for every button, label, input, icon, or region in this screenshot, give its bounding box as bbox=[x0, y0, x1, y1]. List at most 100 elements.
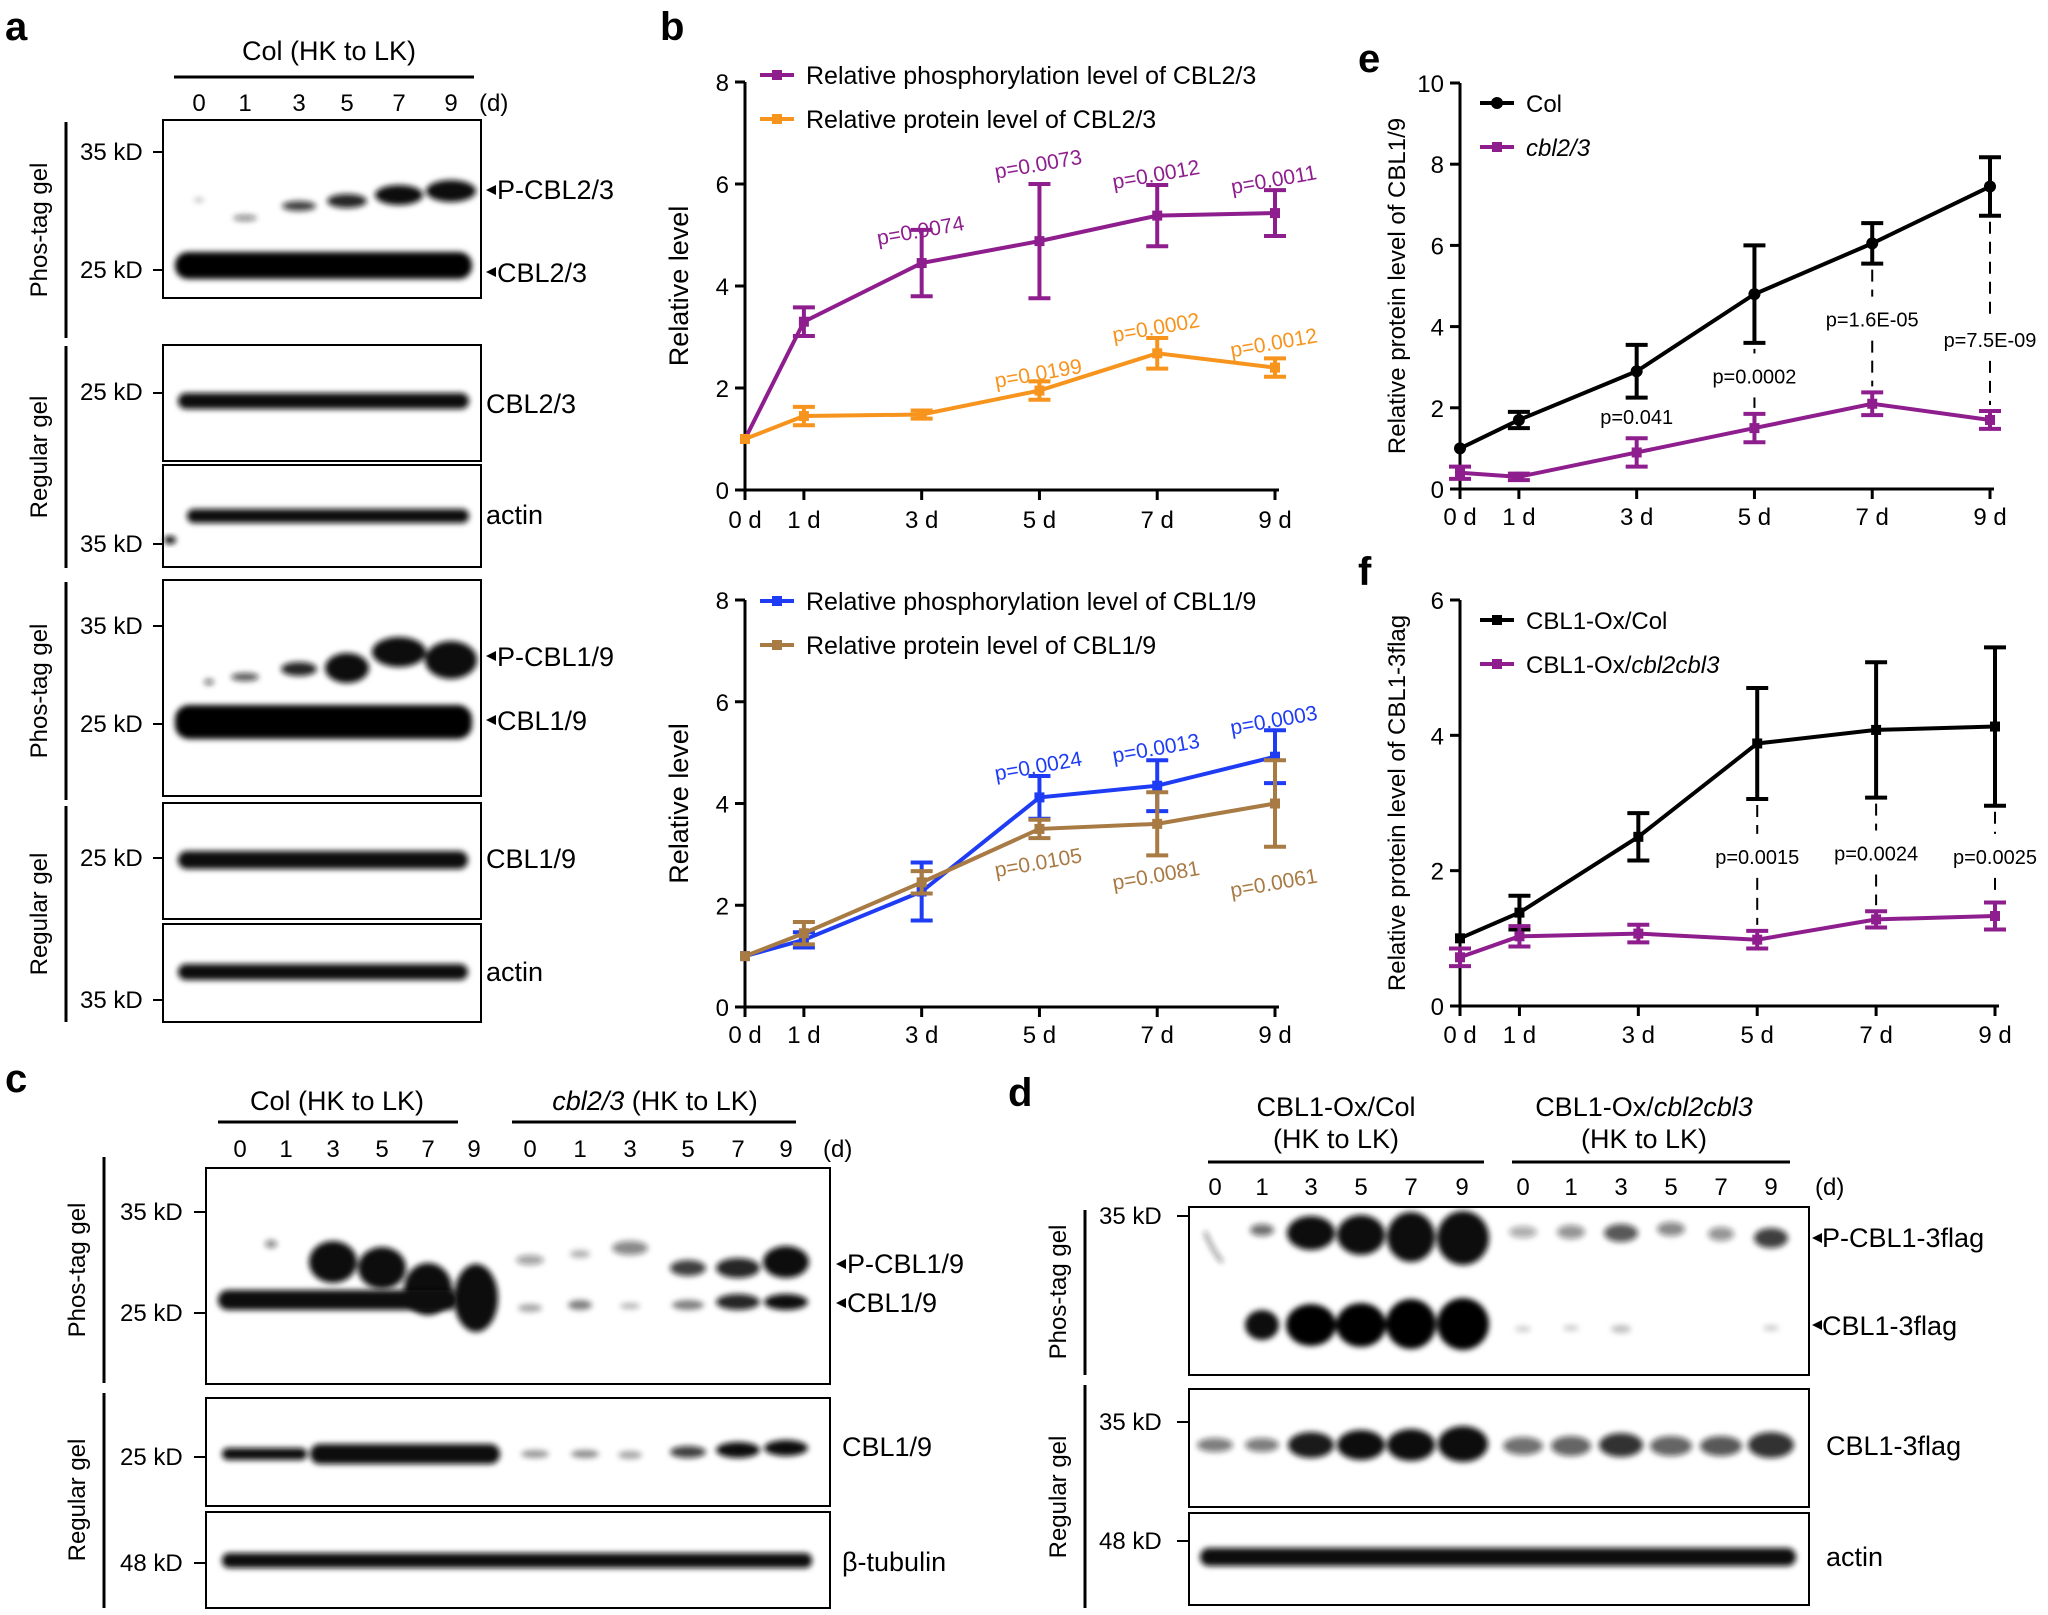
data-point bbox=[916, 877, 927, 888]
c-day-mut-5: 5 bbox=[681, 1136, 694, 1163]
data-point bbox=[1752, 738, 1763, 749]
a-label-cbl23: CBL2/3 bbox=[497, 258, 587, 288]
data-point bbox=[1752, 934, 1763, 945]
legend-marker bbox=[1492, 615, 1502, 625]
data-point bbox=[1034, 823, 1045, 834]
x-tick-label: 5 d bbox=[1023, 1022, 1056, 1049]
c-day-col-9: 9 bbox=[467, 1136, 480, 1163]
legend-label-plain: Col bbox=[1631, 608, 1667, 635]
c-label-p-cbl19: P-CBL1/9 bbox=[847, 1249, 964, 1279]
x-tick-label: 3 d bbox=[905, 507, 938, 534]
y-tick-label: 4 bbox=[716, 274, 729, 301]
data-point bbox=[1633, 928, 1644, 939]
legend-label: Col bbox=[1526, 91, 1562, 118]
y-tick-label: 4 bbox=[1431, 315, 1444, 342]
c-day-mut-7: 7 bbox=[731, 1136, 744, 1163]
data-point bbox=[1512, 413, 1525, 426]
d-day-col-1: 1 bbox=[1255, 1174, 1268, 1201]
legend-marker bbox=[772, 114, 782, 124]
y-tick-label: 0 bbox=[1431, 994, 1444, 1021]
c-label-tubulin: β-tubulin bbox=[842, 1547, 946, 1577]
a-membrane-phos2 bbox=[162, 579, 482, 797]
data-point bbox=[1270, 208, 1280, 219]
chart-b-bottom: 0 2 4 6 8 0 d 1 d 3 d 5 d 7 d 9 d Relative level p=0… bbox=[664, 588, 1319, 1049]
data-point bbox=[1871, 724, 1882, 735]
d-header-mut-1a: CBL1-Ox/ bbox=[1535, 1092, 1654, 1122]
a-gel-reg-1: Regular gel bbox=[26, 396, 53, 519]
x-tick-label: 7 d bbox=[1859, 1022, 1892, 1049]
y-tick-label: 6 bbox=[1431, 233, 1444, 260]
series-line bbox=[1459, 401, 1991, 479]
panel-c-blot: Col (HK to LK) cbl2/3 (HK to LK) 0 1 3 5… bbox=[64, 1086, 964, 1609]
panel-d-blot: CBL1-Ox/Col (HK to LK) CBL1-Ox/cbl2cbl3 … bbox=[1045, 1092, 1984, 1608]
x-tick-label: 5 d bbox=[1741, 1022, 1774, 1049]
d-gel-phos: Phos-tag gel bbox=[1045, 1225, 1072, 1360]
data-point bbox=[1985, 414, 1995, 425]
c-day-unit: (d) bbox=[823, 1136, 852, 1163]
panel-label-e: e bbox=[1358, 37, 1380, 81]
p-value-annotation: p=1.6E-05 bbox=[1826, 310, 1919, 332]
a-day-3: 3 bbox=[292, 90, 305, 117]
y-tick-label: 2 bbox=[1431, 859, 1444, 886]
c-mw-48: 48 kD bbox=[120, 1550, 183, 1577]
c-gel-reg: Regular gel bbox=[64, 1439, 91, 1562]
c-header-mut-italic: cbl2/3 bbox=[552, 1086, 624, 1116]
x-tick-label: 9 d bbox=[1973, 504, 2006, 531]
x-tick-label: 5 d bbox=[1023, 507, 1056, 534]
data-point bbox=[1990, 911, 2000, 922]
data-point bbox=[1034, 385, 1045, 396]
p-value-annotation: p=0.0015 bbox=[1715, 847, 1799, 869]
data-point bbox=[1630, 365, 1643, 378]
data-point bbox=[1034, 792, 1045, 803]
y-tick-label: 0 bbox=[716, 478, 729, 505]
data-point bbox=[1152, 210, 1163, 221]
d-day-mut-9: 9 bbox=[1764, 1174, 1777, 1201]
c-day-col-5: 5 bbox=[375, 1136, 388, 1163]
a-label-actin2: actin bbox=[486, 957, 543, 987]
p-value-annotation: p=0.041 bbox=[1600, 407, 1673, 429]
c-header-col: Col (HK to LK) bbox=[250, 1086, 424, 1116]
a-mw-25-2: 25 kD bbox=[80, 379, 143, 406]
d-bands-p-cbl1 bbox=[1203, 1211, 1788, 1265]
data-point bbox=[1454, 442, 1466, 455]
a-band-cbl23-reg bbox=[178, 393, 469, 409]
d-bands-cbl1 bbox=[1245, 1298, 1779, 1350]
d-day-unit: (d) bbox=[1815, 1174, 1844, 1201]
data-point bbox=[1034, 236, 1045, 247]
a-day-unit: (d) bbox=[479, 90, 508, 117]
data-point bbox=[1514, 907, 1525, 918]
data-point bbox=[798, 411, 809, 422]
d-header-mut-1: CBL1-Ox/cbl2cbl3 bbox=[1535, 1092, 1753, 1122]
d-band-actin bbox=[1200, 1548, 1796, 1566]
a-bands-p-cbl23 bbox=[194, 180, 476, 221]
c-mw-25: 25 kD bbox=[120, 1300, 183, 1327]
d-label-p-cbl1: P-CBL1-3flag bbox=[1822, 1223, 1984, 1253]
c-bands-cbl19 bbox=[218, 1290, 808, 1312]
series-line bbox=[744, 801, 1276, 958]
p-value-annotation: p=7.5E-09 bbox=[1944, 330, 2037, 352]
y-tick-label: 2 bbox=[1431, 396, 1444, 423]
data-point bbox=[916, 258, 927, 269]
panel-label-c: c bbox=[5, 1057, 27, 1101]
a-mw-35-2: 35 kD bbox=[80, 531, 143, 558]
a-label-cbl23-reg: CBL2/3 bbox=[486, 389, 576, 419]
legend-marker bbox=[772, 596, 782, 606]
a-day-1: 1 bbox=[238, 90, 251, 117]
a-mw-25-1: 25 kD bbox=[80, 257, 143, 284]
panel-label-b: b bbox=[660, 5, 684, 49]
c-day-col-1: 1 bbox=[279, 1136, 292, 1163]
legend-label-italic: cbl2cbl3 bbox=[1631, 652, 1720, 679]
a-gel-reg-2: Regular gel bbox=[26, 853, 53, 976]
y-axis-label: Relative level bbox=[664, 206, 694, 367]
x-tick-label: 5 d bbox=[1738, 504, 1771, 531]
panel-label-f: f bbox=[1358, 550, 1372, 594]
d-day-col-5: 5 bbox=[1354, 1174, 1367, 1201]
series-line bbox=[1459, 724, 1996, 941]
d-day-mut-3: 3 bbox=[1614, 1174, 1627, 1201]
data-point bbox=[1455, 933, 1465, 944]
x-tick-label: 1 d bbox=[787, 507, 820, 534]
x-tick-label: 1 d bbox=[787, 1022, 820, 1049]
data-point bbox=[1152, 818, 1163, 829]
x-tick-label: 1 d bbox=[1502, 504, 1535, 531]
